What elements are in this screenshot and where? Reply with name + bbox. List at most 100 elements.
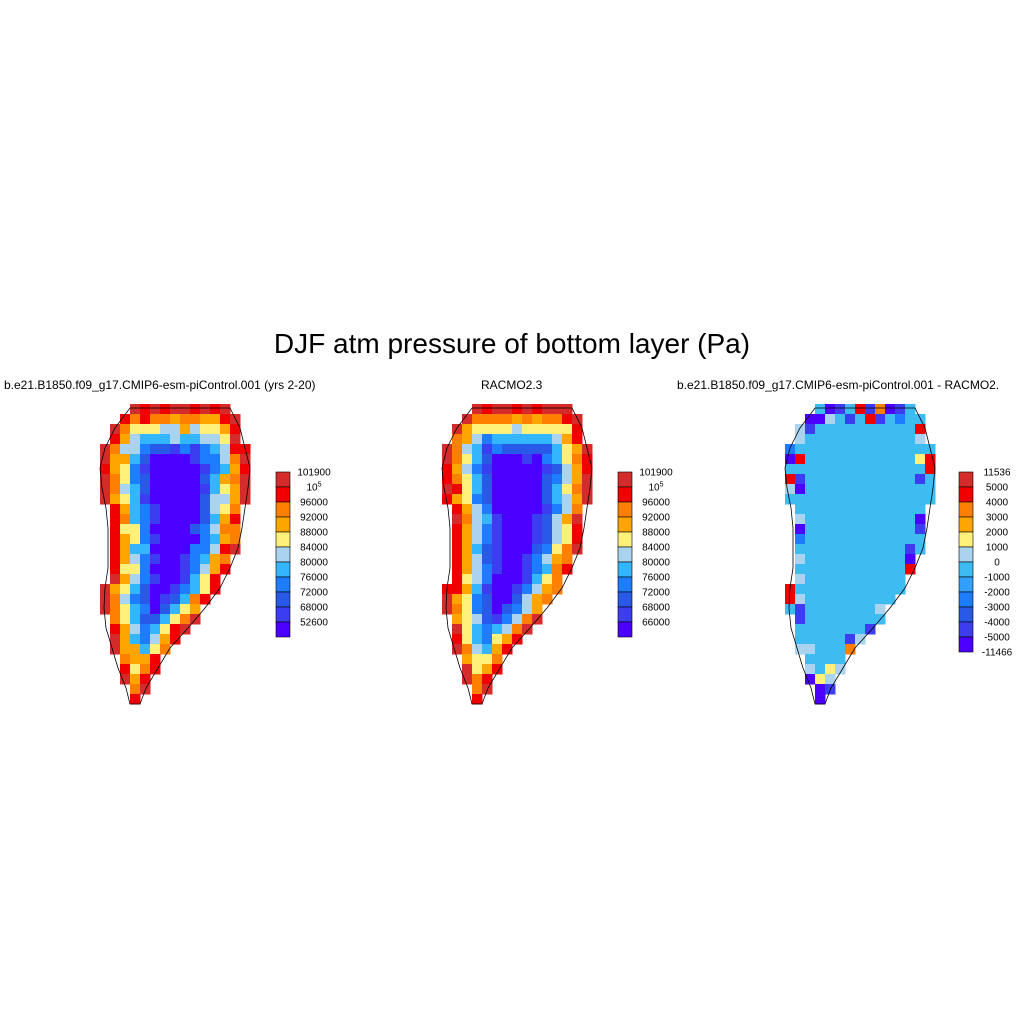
map-cell [562, 454, 573, 465]
map-cell [452, 594, 463, 605]
map-cell [795, 474, 806, 485]
colorbar-1-box-9 [617, 606, 633, 623]
map-cell [140, 494, 151, 505]
map-cell [150, 534, 161, 545]
map-cell [835, 524, 846, 535]
map-cell [905, 434, 916, 445]
colorbar-0-box-8 [275, 591, 291, 608]
map-cell [865, 404, 876, 415]
map-cell [492, 664, 503, 675]
map-cell [140, 614, 151, 625]
map-cell [835, 484, 846, 495]
map-cell [442, 484, 453, 495]
map-cell [835, 564, 846, 575]
map-cell [552, 474, 563, 485]
map-cell [815, 414, 826, 425]
map-cell [220, 434, 231, 445]
map-cell [572, 444, 583, 455]
map-cell [825, 624, 836, 635]
map-cell [240, 474, 251, 485]
map-cell [180, 624, 191, 635]
map-cell [915, 474, 926, 485]
map-cell [240, 454, 251, 465]
map-cell [160, 424, 171, 435]
map-cell [915, 524, 926, 535]
panel-2-title: RACMO2.3 [481, 378, 543, 392]
map-cell [452, 534, 463, 545]
map-cell [552, 564, 563, 575]
map-cell [855, 594, 866, 605]
map-cell [492, 554, 503, 565]
map-cell [855, 464, 866, 475]
map-cell [140, 584, 151, 595]
map-cell [805, 584, 816, 595]
map-cell [532, 424, 543, 435]
map-cell [795, 544, 806, 555]
map-cell [150, 614, 161, 625]
map-cell [785, 464, 796, 475]
map-cell [845, 504, 856, 515]
map-cell [200, 564, 211, 575]
map-cell [482, 614, 493, 625]
map-cell [825, 524, 836, 535]
map-cell [492, 654, 503, 665]
map-cell [522, 474, 533, 485]
map-cell [150, 454, 161, 465]
map-cell [230, 434, 241, 445]
map-cell [805, 534, 816, 545]
map-cell [180, 604, 191, 615]
map-cell [462, 514, 473, 525]
map-cell [855, 494, 866, 505]
map-cell [905, 454, 916, 465]
map-cell [150, 524, 161, 535]
map-cell [180, 414, 191, 425]
map-cell [572, 494, 583, 505]
map-cell [130, 474, 141, 485]
map-cell [130, 544, 141, 555]
map-cell [170, 554, 181, 565]
map-cell [472, 644, 483, 655]
map-cell [905, 514, 916, 525]
colorbar-0-box-5 [275, 546, 291, 563]
map-cell [130, 664, 141, 675]
map-cell [855, 414, 866, 425]
map-cell [895, 434, 906, 445]
map-cell [200, 524, 211, 535]
map-cell [492, 464, 503, 475]
map-cell [140, 424, 151, 435]
map-cell [865, 574, 876, 585]
colorbar-1-box-1 [617, 486, 633, 503]
map-cell [220, 534, 231, 545]
map-cell [532, 594, 543, 605]
map-cell [875, 454, 886, 465]
map-cell [472, 654, 483, 665]
map-cell [140, 534, 151, 545]
colorbar-2-label-0: 11536 [983, 468, 1011, 479]
map-cell [522, 534, 533, 545]
map-cell [210, 474, 221, 485]
colorbar-1-label-7: 76000 [642, 573, 670, 584]
map-cell [875, 414, 886, 425]
map-cell [482, 584, 493, 595]
colorbar-0-label-1: 105 [306, 482, 321, 494]
map-cell [120, 674, 131, 685]
map-cell [542, 444, 553, 455]
map-cell [230, 534, 241, 545]
map-cell [835, 664, 846, 675]
map-cell [130, 674, 141, 685]
map-cell [915, 444, 926, 455]
map-cell [220, 454, 231, 465]
map-cell [442, 594, 453, 605]
map-cell [210, 414, 221, 425]
map-cell [472, 454, 483, 465]
map-cell [572, 544, 583, 555]
map-cell [472, 684, 483, 695]
map-cell [220, 414, 231, 425]
map-cell [452, 644, 463, 655]
map-cell [925, 484, 936, 495]
map-cell [120, 514, 131, 525]
map-cell [502, 614, 513, 625]
map-cell [512, 614, 523, 625]
map-cell [915, 484, 926, 495]
map-cell [452, 574, 463, 585]
